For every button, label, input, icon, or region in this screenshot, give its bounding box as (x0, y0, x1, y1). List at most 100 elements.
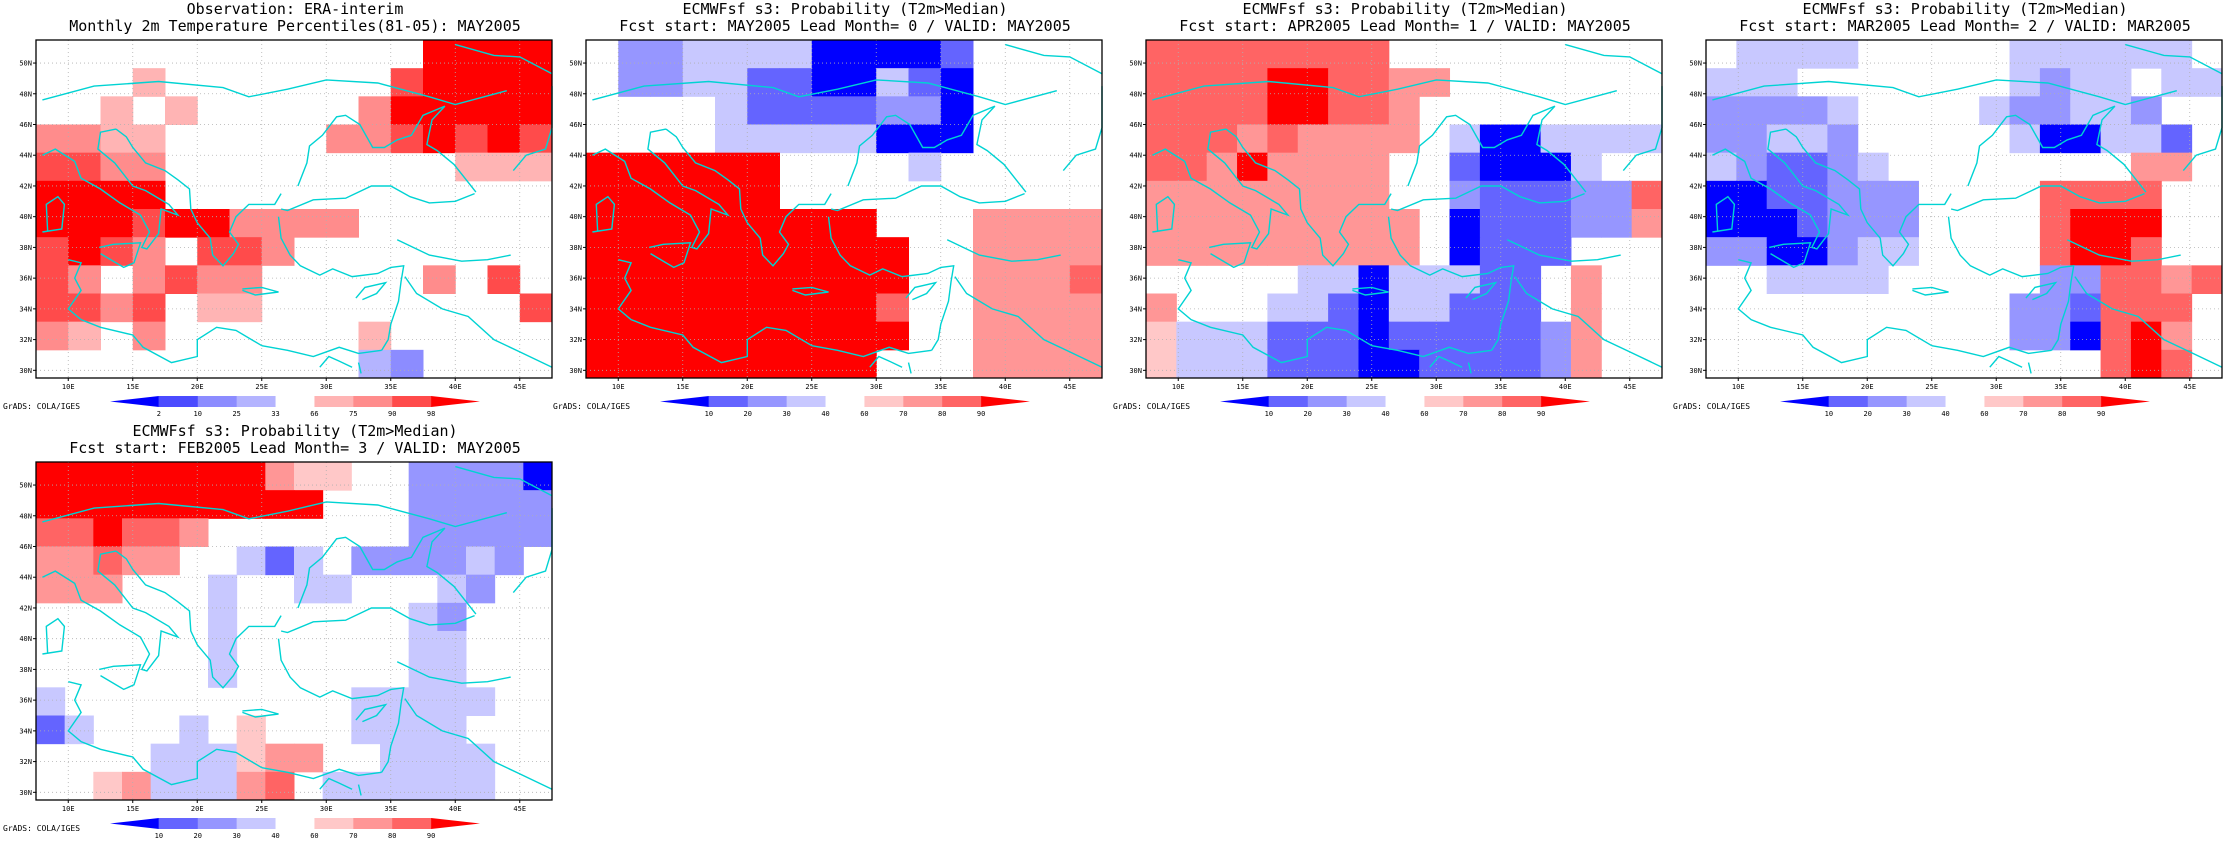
legend-swatch (660, 396, 709, 407)
lon-tick-label: 35E (2054, 383, 2067, 391)
grid-cell (1297, 237, 1329, 266)
grid-cell (179, 490, 209, 519)
grid-cell (1857, 237, 1889, 266)
grid-cell (1267, 293, 1299, 323)
coastline (1950, 185, 2145, 212)
coastline (1371, 345, 1492, 358)
grid-cell (2161, 349, 2193, 379)
lon-tick-label: 45E (513, 805, 526, 813)
grid-cell (93, 518, 123, 547)
legend-swatch (275, 818, 315, 829)
legend-swatch (1541, 396, 1590, 407)
grid-cell (132, 152, 166, 182)
grid-cell (1267, 237, 1299, 266)
grid-cell (1037, 209, 1071, 238)
grid-cell (261, 209, 295, 238)
coastline (1989, 355, 2023, 368)
grid-cell (715, 237, 748, 266)
grid-cell (2039, 180, 2071, 210)
grid-cell (1797, 96, 1828, 125)
grid-cell (940, 68, 974, 97)
grid-cell (1449, 265, 1481, 294)
legend-swatch (158, 396, 199, 407)
coastline (592, 128, 731, 250)
grid-cell (437, 490, 467, 519)
coastline (1005, 43, 1103, 75)
legend-swatch (1268, 396, 1309, 407)
coastline (811, 345, 932, 358)
lat-tick-label: 42N (19, 182, 32, 190)
map-frame (585, 39, 1103, 379)
legend-label: 10 (1825, 410, 1833, 418)
grid-cell (1206, 40, 1238, 69)
grid-cell (294, 209, 327, 238)
panel-title-line1: ECMWFsf s3: Probability (T2m>Median) (1802, 0, 2128, 18)
legend-swatch (981, 396, 1030, 407)
legend-swatch (903, 396, 943, 407)
grid-cell (1766, 68, 1798, 97)
legend-swatch (1906, 396, 1946, 407)
legend-label: 40 (1381, 410, 1389, 418)
grid-cell (1449, 180, 1481, 210)
grid-cell (64, 462, 94, 491)
lon-tick-label: 20E (1861, 383, 1874, 391)
grid-cell (1736, 152, 1768, 182)
grid-cell (1766, 124, 1798, 154)
grid-cell (779, 96, 813, 125)
lon-tick-label: 10E (62, 805, 75, 813)
grid-cell (2161, 40, 2193, 69)
grid-cell (1979, 96, 2011, 125)
grid-cell (2039, 96, 2071, 125)
grid-cell (437, 743, 467, 773)
grid-cell (455, 124, 488, 154)
grid-cell (208, 771, 238, 801)
grid-cell (1005, 293, 1038, 323)
lat-tick-label: 40N (1129, 213, 1142, 221)
grid-cell (844, 293, 877, 323)
legend-swatch (1385, 396, 1425, 407)
grid-cell (973, 237, 1006, 266)
coastline (617, 259, 813, 364)
probability-map: 10E 15E 20E 25E 30E 35E 40E 45E 30N 32N 34N 36N 38N 4… (569, 39, 1103, 418)
grid-cell (1797, 152, 1828, 182)
grid-cell (1237, 40, 1268, 69)
grid-cell (2100, 180, 2132, 210)
color-legend: 10 20 30 40 60 70 80 90 (1220, 396, 1590, 418)
coastline (1152, 195, 1176, 233)
grid-cell (1328, 40, 1359, 69)
grid-cell (1267, 321, 1299, 351)
grid-cell (1297, 265, 1329, 294)
lon-tick-label: 45E (1063, 383, 1076, 391)
grid-cell (519, 68, 553, 97)
grid-cell (940, 96, 974, 125)
grid-cell (1419, 293, 1451, 323)
coastline (67, 259, 263, 364)
grid-cell (1510, 265, 1542, 294)
legend-swatch (747, 396, 787, 407)
grid-cell (466, 546, 496, 576)
grid-cell (208, 462, 238, 491)
grid-cell (322, 462, 352, 491)
coastline (1465, 281, 1498, 301)
coastline (2125, 43, 2223, 75)
grid-cell (36, 152, 69, 182)
graticule (36, 462, 552, 800)
grid-cell (650, 293, 684, 323)
lon-tick-label: 20E (1301, 383, 1314, 391)
grid-cell (408, 743, 438, 773)
lon-tick-label: 45E (2183, 383, 2196, 391)
panel-title-line2: Fcst start: MAR2005 Lead Month= 2 / VALI… (1739, 17, 2191, 35)
legend-label: 30 (782, 410, 790, 418)
map-frame (1145, 39, 1663, 379)
grid-cell (844, 209, 877, 238)
grid-cell (1328, 237, 1359, 266)
grid-cell (1176, 237, 1208, 266)
grid-cell (150, 462, 180, 491)
grid-cell (1827, 265, 1859, 294)
legend-swatch (1307, 396, 1347, 407)
coastline (355, 281, 388, 301)
grid-cell (1146, 152, 1177, 182)
grid-cell (811, 349, 845, 379)
grid-cell (165, 96, 198, 125)
grid-cell (519, 293, 553, 323)
